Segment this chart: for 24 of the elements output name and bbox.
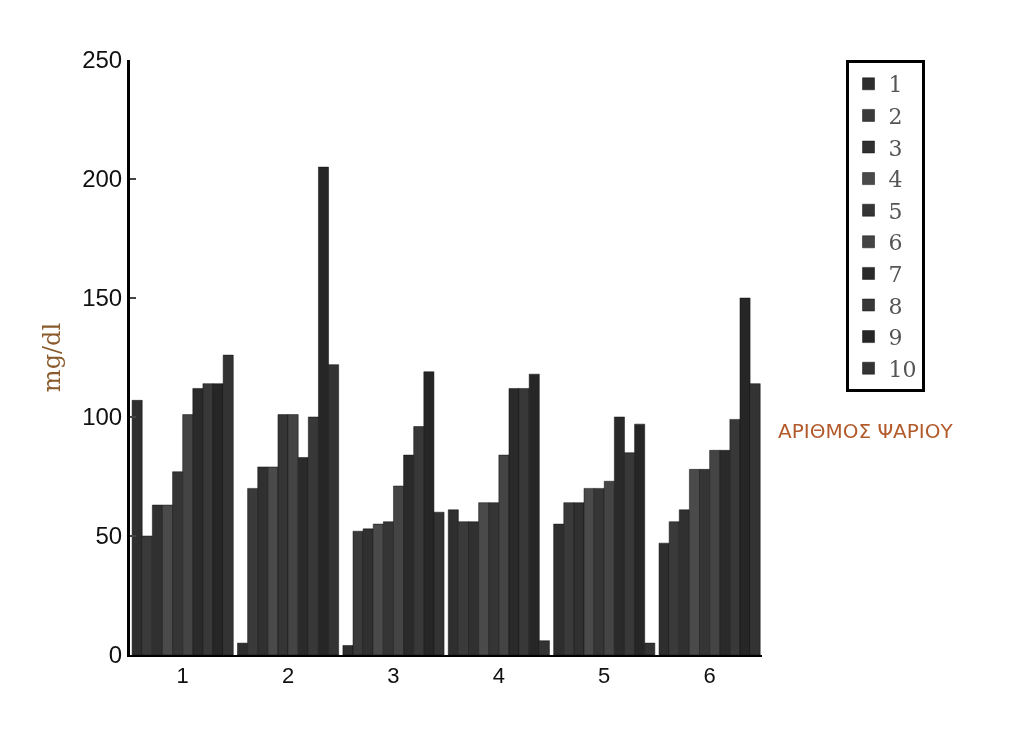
x-tick-label: 5 <box>598 663 611 689</box>
y-tick-label: 0 <box>108 641 123 669</box>
y-axis-title: mg/dl <box>38 322 67 393</box>
y-tick-label: 250 <box>82 46 123 74</box>
legend-label: 7 <box>888 261 903 287</box>
legend-label: 2 <box>888 103 903 129</box>
legend-label: 4 <box>888 167 903 193</box>
legend-label: 3 <box>888 135 903 161</box>
x-tick-label: 2 <box>281 663 295 689</box>
x-tick-label: 4 <box>492 663 505 689</box>
x-tick-label: 3 <box>387 663 400 689</box>
legend-label: 8 <box>888 293 903 319</box>
y-tick-label: 150 <box>82 284 123 312</box>
y-tick-label: 50 <box>95 522 123 550</box>
legend-label: 6 <box>888 230 903 256</box>
legend-label: 1 <box>888 72 903 98</box>
x-tick-label: 6 <box>703 663 716 689</box>
x-tick-label: 1 <box>176 663 189 689</box>
legend-title: ΑΡΙΘΜΟΣ ΨΑΡΙΟΥ <box>778 419 954 443</box>
legend-label: 5 <box>888 198 903 224</box>
legend-label: 9 <box>888 325 903 351</box>
y-tick-label: 200 <box>82 165 123 193</box>
legend-label: 10 <box>888 356 917 382</box>
y-tick-label: 100 <box>82 403 123 431</box>
